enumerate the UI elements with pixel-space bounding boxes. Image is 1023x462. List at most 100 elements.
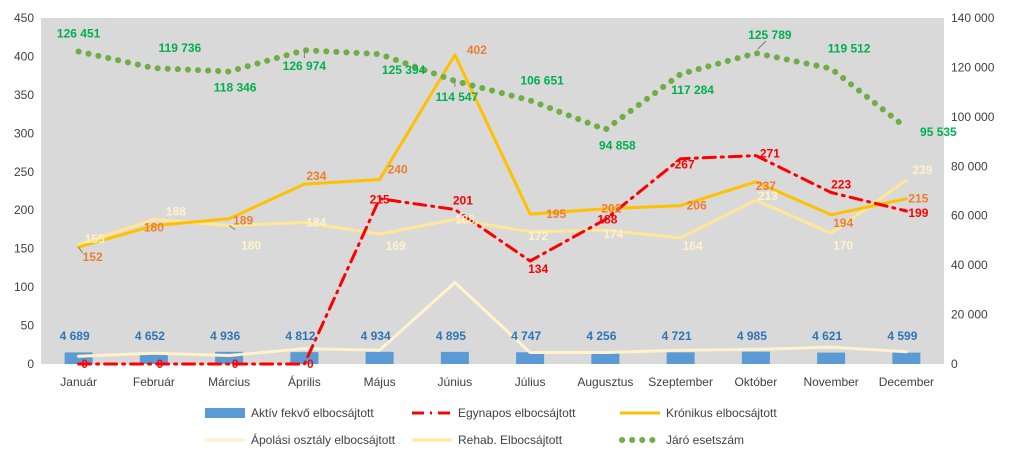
- data-label: 4 985: [737, 329, 767, 343]
- x-tick-label: Május: [364, 375, 396, 389]
- data-label: 0: [307, 357, 314, 371]
- data-label: 117 284: [671, 83, 714, 97]
- data-label: 189: [233, 214, 253, 228]
- data-label: 267: [675, 158, 695, 172]
- legend: Aktív fekvő elbocsájtott Egynapos elbocsá…: [205, 406, 777, 447]
- data-label: 240: [388, 162, 408, 176]
- data-label: 0: [81, 357, 88, 371]
- series-line-egynapos: [77, 154, 908, 366]
- x-tick-label: Április: [288, 374, 321, 389]
- x-tick-label: Január: [60, 375, 97, 389]
- data-label: 188: [166, 204, 186, 218]
- data-label: 188: [455, 212, 475, 226]
- x-tick-label: Augusztus: [577, 375, 633, 389]
- data-label: 0: [157, 357, 164, 371]
- data-label: 4 256: [586, 329, 616, 343]
- data-label: 215: [370, 193, 390, 207]
- data-label: 119 736: [159, 41, 202, 55]
- bar: [516, 352, 545, 364]
- data-label: 184: [306, 216, 326, 230]
- x-tick-label: Július: [515, 375, 546, 389]
- legend-label: Aktív fekvő elbocsájtott: [251, 406, 374, 420]
- data-label: 188: [597, 212, 617, 226]
- data-label: 195: [546, 207, 566, 221]
- bar: [892, 352, 921, 364]
- y-right-tick-label: 20 000: [951, 308, 988, 322]
- y-left-tick-label: 400: [14, 49, 34, 63]
- data-label: 125 789: [748, 28, 792, 42]
- y-left-tick-label: 50: [21, 319, 35, 333]
- data-label: 125 394: [382, 63, 426, 77]
- data-label: 239: [912, 163, 932, 177]
- label-leader-line: [78, 246, 84, 254]
- data-label: 169: [386, 239, 406, 253]
- x-tick-label: December: [879, 375, 934, 389]
- data-label: 152: [83, 250, 103, 264]
- data-label: 234: [306, 169, 326, 183]
- data-label: 94 858: [599, 139, 636, 153]
- data-label: 199: [908, 206, 928, 220]
- plot-area: [41, 18, 944, 364]
- y-left-tick-label: 100: [14, 280, 34, 294]
- bar: [591, 353, 620, 364]
- data-label: 155: [85, 232, 105, 246]
- data-label: 4 652: [135, 329, 165, 343]
- data-label: 4 599: [887, 329, 917, 343]
- x-tick-label: Február: [133, 375, 175, 389]
- bar: [139, 352, 168, 364]
- x-tick-label: Szeptember: [648, 375, 713, 389]
- y-right-tick-label: 100 000: [951, 110, 995, 124]
- data-label: 118 346: [214, 81, 257, 95]
- y-right-tick-label: 60 000: [951, 209, 988, 223]
- bar-series: [64, 351, 921, 364]
- bar: [440, 351, 469, 364]
- bar: [817, 352, 846, 364]
- series-line-apolasi: [77, 281, 908, 358]
- y-right-tick-label: 80 000: [951, 159, 988, 173]
- data-label: 180: [144, 221, 164, 235]
- y-left-tick-label: 350: [14, 88, 34, 102]
- y-left-tick-label: 0: [27, 357, 34, 371]
- legend-label: Ápolási osztály elbocsájtott: [251, 432, 396, 447]
- data-label: 237: [756, 179, 776, 193]
- x-tick-label: Október: [735, 375, 778, 389]
- y-left-tick-label: 250: [14, 165, 34, 179]
- data-label: 119 512: [828, 42, 871, 56]
- data-label: 4 689: [60, 329, 90, 343]
- data-label: 402: [467, 43, 487, 57]
- bar: [365, 351, 394, 364]
- bar: [666, 352, 695, 364]
- data-label: 174: [603, 227, 623, 241]
- data-label: 271: [760, 147, 780, 161]
- data-label: 4 621: [812, 329, 842, 343]
- data-label: 206: [687, 199, 707, 213]
- data-label: 4 936: [210, 329, 240, 343]
- series-line-jaro: [75, 47, 910, 133]
- legend-label: Rehab. Elbocsájtott: [458, 433, 563, 447]
- data-label: 201: [453, 193, 473, 207]
- series-line-kronikus: [77, 53, 908, 249]
- y-left-tick-label: 200: [14, 203, 34, 217]
- y-right-tick-label: 120 000: [951, 60, 995, 74]
- data-label: 114 547: [436, 90, 479, 104]
- data-label: 4 934: [361, 329, 391, 343]
- data-label: 215: [908, 192, 928, 206]
- y-left-tick-label: 150: [14, 242, 34, 256]
- legend-label: Járó esetszám: [666, 433, 744, 447]
- data-label: 126 974: [283, 59, 327, 73]
- data-label: 180: [241, 239, 261, 253]
- data-label: 213: [758, 189, 778, 203]
- y-right-tick-label: 140 000: [951, 11, 995, 25]
- data-label: 106 651: [520, 73, 564, 87]
- x-tick-label: November: [803, 375, 858, 389]
- x-tick-label: Június: [438, 375, 473, 389]
- legend-label: Krónikus elbocsájtott: [666, 406, 777, 420]
- data-label: 4 721: [662, 329, 692, 343]
- data-label: 4 747: [511, 329, 541, 343]
- y-left-tick-label: 450: [14, 11, 34, 25]
- data-label: 4 895: [436, 329, 466, 343]
- legend-swatch: [205, 408, 245, 418]
- data-label: 95 535: [920, 125, 957, 139]
- data-label: 164: [683, 239, 703, 253]
